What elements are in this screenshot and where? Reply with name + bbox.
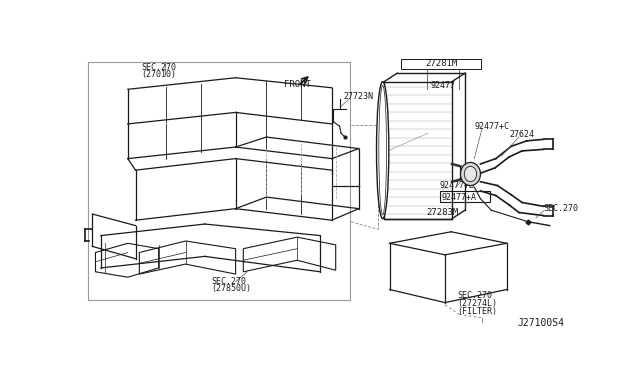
Text: (27274L): (27274L) <box>458 299 497 308</box>
Text: SEC.270: SEC.270 <box>543 204 579 213</box>
Text: 92477+A: 92477+A <box>442 193 477 202</box>
Text: 27624: 27624 <box>509 130 534 139</box>
Text: 27283M: 27283M <box>426 208 458 217</box>
Text: 27723N: 27723N <box>344 92 373 101</box>
Text: 92477+B: 92477+B <box>440 181 475 190</box>
Text: SEC.270: SEC.270 <box>458 291 492 300</box>
Bar <box>88 62 349 300</box>
Bar <box>440 191 490 202</box>
Text: 27281M: 27281M <box>425 59 458 68</box>
Text: SEC.270: SEC.270 <box>211 277 246 286</box>
Text: (27850U): (27850U) <box>211 284 251 293</box>
Text: (27010): (27010) <box>141 70 177 79</box>
Text: FRONT: FRONT <box>284 80 311 89</box>
Text: (FILTER): (FILTER) <box>458 307 497 315</box>
Ellipse shape <box>460 163 481 186</box>
Text: 92477+C: 92477+C <box>474 122 509 131</box>
Bar <box>401 59 481 69</box>
Text: 92477: 92477 <box>431 81 456 90</box>
Bar <box>384 81 452 219</box>
Ellipse shape <box>376 81 389 219</box>
Ellipse shape <box>464 166 477 182</box>
Text: J27100S4: J27100S4 <box>517 318 564 328</box>
Bar <box>88 62 349 300</box>
Text: SEC.270: SEC.270 <box>141 63 177 72</box>
